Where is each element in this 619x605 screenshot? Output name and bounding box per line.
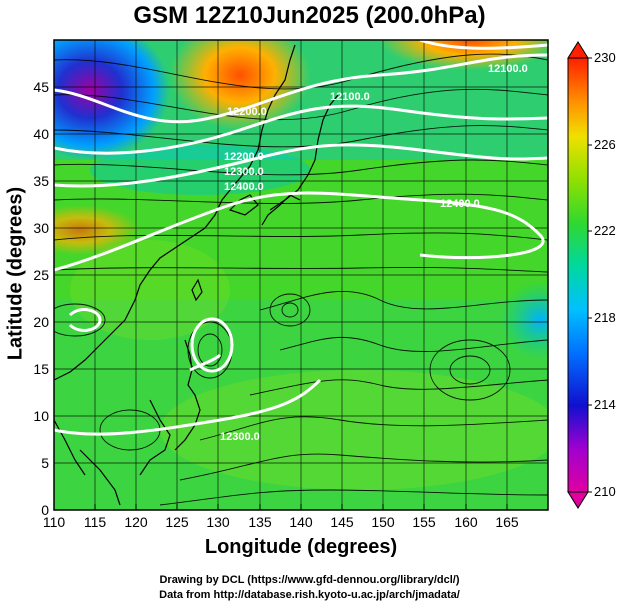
x-axis-ticks: 110 115 120 125 130 135 140 145 150 155 … xyxy=(43,514,519,530)
colorbar: 230 226 222 218 214 210 xyxy=(567,41,616,509)
temperature-field: 12100.0 12100.0 12200.0 12200.0 12300.0 … xyxy=(54,40,548,510)
y-tick-label: 30 xyxy=(33,220,49,236)
y-tick-label: 40 xyxy=(33,126,49,142)
contour-label: 12200.0 xyxy=(224,151,264,163)
x-tick-label: 125 xyxy=(165,514,189,530)
colorbar-tick-label: 226 xyxy=(594,137,616,152)
y-axis-label: Latitude (degrees) xyxy=(4,186,27,361)
x-tick-label: 115 xyxy=(84,514,107,530)
y-tick-label: 45 xyxy=(33,79,49,95)
y-tick-label: 25 xyxy=(33,267,49,283)
coastlines xyxy=(54,44,339,506)
x-axis-label: Longitude (degrees) xyxy=(204,536,398,558)
x-tick-label: 140 xyxy=(289,514,313,530)
contour-label: 12400.0 xyxy=(440,198,480,210)
x-tick-label: 165 xyxy=(495,514,519,530)
colorbar-tick-label: 214 xyxy=(594,397,616,412)
x-tick-label: 135 xyxy=(248,514,272,530)
colorbar-tick-label: 210 xyxy=(594,484,616,499)
x-tick-label: 145 xyxy=(330,514,354,530)
height-contours xyxy=(54,40,548,436)
y-tick-label: 35 xyxy=(33,173,49,189)
contour-label: 12200.0 xyxy=(227,106,267,118)
x-tick-label: 155 xyxy=(412,514,436,530)
y-axis-ticks: 0 5 10 15 20 25 30 35 40 45 xyxy=(33,79,49,518)
colorbar-min-arrow xyxy=(567,491,589,509)
graticule xyxy=(54,40,548,510)
y-tick-label: 10 xyxy=(33,408,49,424)
contour-label: 12300.0 xyxy=(220,431,260,443)
x-tick-label: 130 xyxy=(206,514,230,530)
x-tick-label: 120 xyxy=(124,514,148,530)
contour-label: 12300.0 xyxy=(224,166,264,178)
credit-drawing: Drawing by DCL (https://www.gfd-dennou.o… xyxy=(159,574,460,586)
streamlines xyxy=(54,53,548,506)
credit-data-source: Data from http://database.rish.kyoto-u.a… xyxy=(159,589,460,601)
contour-label: 12100.0 xyxy=(330,91,370,103)
y-tick-label: 15 xyxy=(33,361,49,377)
y-tick-label: 5 xyxy=(41,455,49,471)
y-tick-label: 20 xyxy=(33,314,49,330)
chart-title: GSM 12Z10Jun2025 (200.0hPa) xyxy=(133,2,486,29)
x-tick-label: 150 xyxy=(371,514,395,530)
colorbar-gradient xyxy=(567,57,589,493)
colorbar-tick-label: 230 xyxy=(594,50,616,65)
contour-label: 12400.0 xyxy=(224,181,264,193)
y-tick-label: 0 xyxy=(41,502,49,518)
contour-label: 12100.0 xyxy=(488,63,528,75)
x-tick-label: 110 xyxy=(43,514,66,530)
x-tick-marks xyxy=(53,504,508,510)
colorbar-max-arrow xyxy=(567,41,589,59)
colorbar-tick-label: 218 xyxy=(594,310,616,325)
x-tick-label: 160 xyxy=(454,514,478,530)
colorbar-tick-label: 222 xyxy=(594,223,616,238)
